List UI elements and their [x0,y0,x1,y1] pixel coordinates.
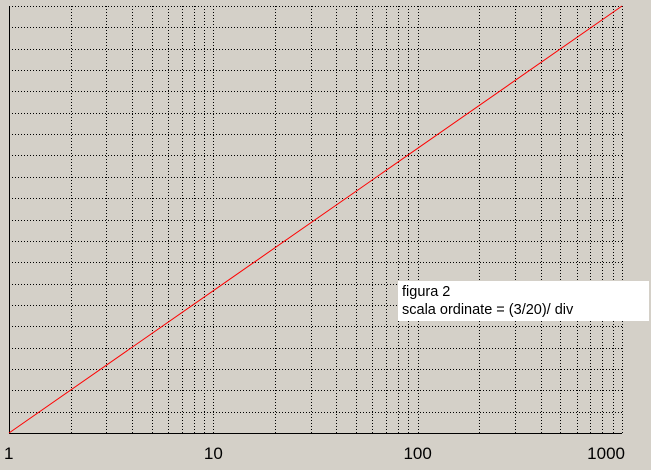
x-tick-label: 1000 [587,444,625,463]
annotation-scale: scala ordinate = (3/20)/ div [402,302,574,318]
x-tick-label: 10 [204,444,223,463]
series-line [8,5,623,434]
x-tick-label: 100 [403,444,431,463]
x-tick-label: 1 [4,444,13,463]
annotation-title: figura 2 [402,284,451,300]
chart-annotation: figura 2 scala ordinate = (3/20)/ div [398,281,649,321]
